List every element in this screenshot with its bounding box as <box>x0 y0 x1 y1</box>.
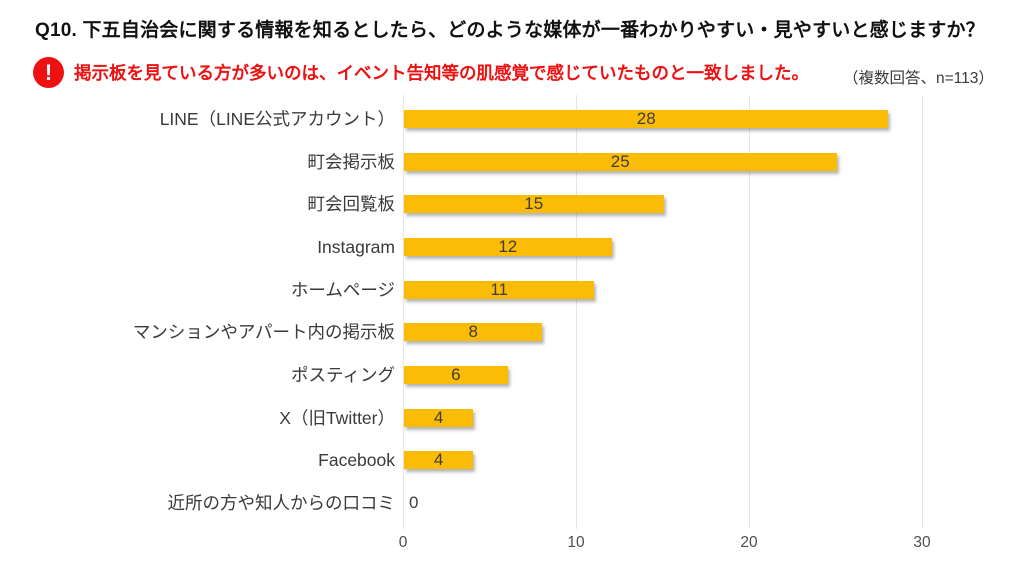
category-label: マンションやアパート内の掲示板 <box>132 322 395 343</box>
category-label: X（旧Twitter） <box>279 407 395 428</box>
bar <box>404 323 543 342</box>
gridline <box>922 95 923 529</box>
bar <box>404 195 664 214</box>
bar <box>404 451 474 470</box>
category-label: Instagram <box>317 236 395 257</box>
category-label: LINE（LINE公式アカウント） <box>159 109 395 129</box>
chart-title: Q10. 下五自治会に関する情報を知るとしたら、どのような媒体が一番わかりやすい… <box>35 20 985 41</box>
value-label: 4 <box>433 450 444 470</box>
bar <box>404 152 837 171</box>
value-label: 25 <box>610 151 630 171</box>
bar <box>404 280 595 299</box>
value-label: 28 <box>636 109 656 128</box>
value-label: 4 <box>433 407 444 427</box>
bar <box>404 237 612 256</box>
value-label: 0 <box>409 492 419 512</box>
x-axis-tick-label: 0 <box>398 534 408 551</box>
gridline <box>749 95 750 529</box>
x-axis-tick-label: 30 <box>913 534 931 551</box>
gridline <box>576 95 577 529</box>
category-label: Facebook <box>318 450 395 471</box>
category-label: 町会回覧板 <box>307 194 396 215</box>
callout-text: 掲示板を見ている方が多いのは、イベント告知等の肌感覚で感じていたものと一致しまし… <box>74 63 809 83</box>
bar <box>404 365 508 384</box>
exclamation-icon: ! <box>33 57 64 88</box>
value-label: 6 <box>451 364 461 384</box>
value-label: 11 <box>490 279 508 299</box>
category-label: 町会掲示板 <box>307 151 396 172</box>
callout: ! 掲示板を見ている方が多いのは、イベント告知等の肌感覚で感じていたものと一致し… <box>33 57 809 88</box>
value-label: 8 <box>468 322 478 342</box>
category-label: 近所の方や知人からの口コミ <box>167 492 396 513</box>
value-label: 15 <box>524 194 544 214</box>
category-label: ポスティング <box>291 364 395 385</box>
x-axis-tick-label: 20 <box>740 534 758 551</box>
gridline <box>403 95 404 529</box>
bar <box>404 408 474 427</box>
x-axis-tick-label: 10 <box>567 534 585 551</box>
sample-size-note: （複数回答、n=113） <box>843 70 994 87</box>
bar <box>404 110 889 128</box>
category-label: ホームページ <box>290 279 395 300</box>
value-label: 12 <box>498 236 518 256</box>
